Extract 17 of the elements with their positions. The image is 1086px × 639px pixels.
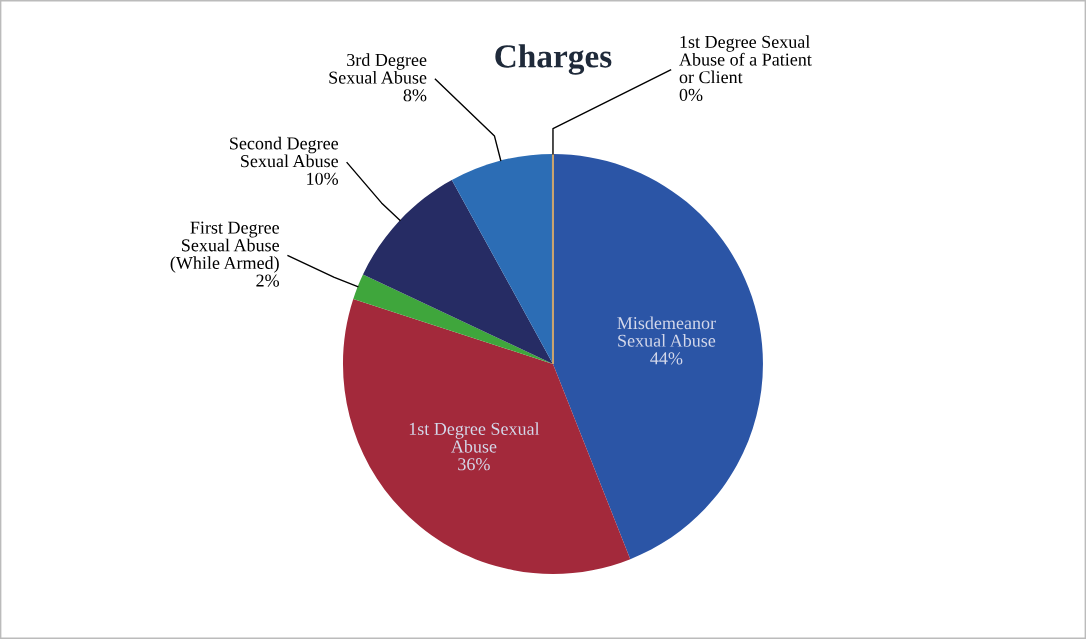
pie-slice: [353, 274, 553, 364]
slice-label: Misdemeanor Sexual Abuse: [617, 316, 716, 347]
pie-slice: [552, 153, 763, 560]
text: 0%: [679, 88, 703, 101]
data-label: 2%: [256, 274, 280, 287]
data-label: 44%: [650, 352, 683, 365]
category-label: 1st Degree Sexual Abuse of a Patient or Client: [679, 35, 812, 84]
slice-label: First Degree Sexual Abuse (While Armed): [170, 221, 280, 273]
pie-slice: [362, 179, 553, 364]
chart-title: Charges: [495, 44, 612, 75]
data-label: 10%: [307, 172, 339, 185]
slice-label: 1st Degree Sexual Abuse: [409, 422, 540, 453]
data-label: 36%: [458, 458, 490, 471]
data-label: 8%: [403, 89, 427, 102]
pie-slice: [451, 153, 553, 364]
slice-label: Second Degree Sexual Abuse: [230, 136, 339, 168]
slice-label: 3rd Degree Sexual Abuse: [329, 53, 427, 84]
